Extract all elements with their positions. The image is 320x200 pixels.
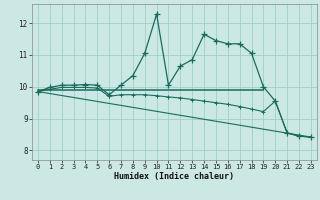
X-axis label: Humidex (Indice chaleur): Humidex (Indice chaleur) <box>115 172 234 181</box>
